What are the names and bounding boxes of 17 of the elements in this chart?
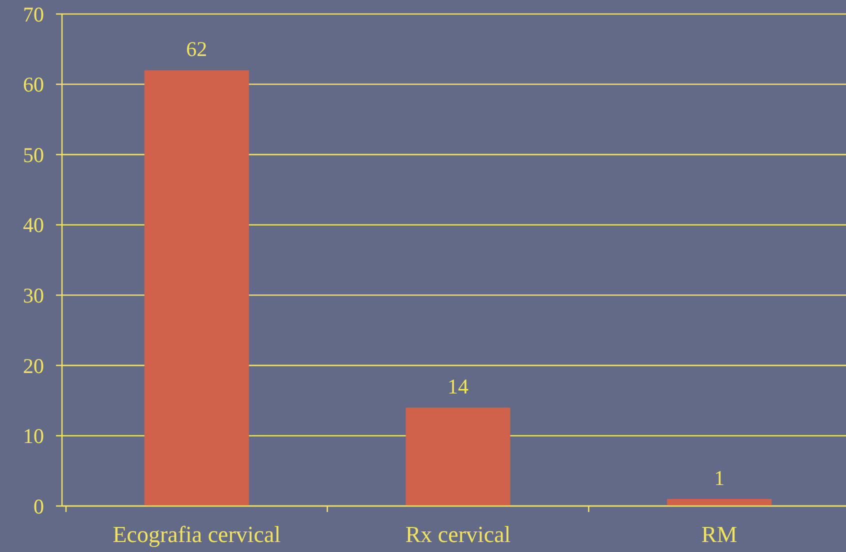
- data-label: 1: [714, 466, 725, 490]
- data-label: 14: [448, 374, 469, 399]
- x-tick-label: Rx cervical: [405, 522, 511, 547]
- y-tick-label: 10: [23, 424, 44, 448]
- y-tick-label: 50: [23, 142, 44, 167]
- y-tick-label: 30: [23, 283, 44, 308]
- data-label: 62: [186, 37, 208, 62]
- y-tick-label: 40: [23, 213, 44, 238]
- y-tick-label: 0: [34, 494, 44, 518]
- x-tick-label: RM: [701, 522, 738, 547]
- y-tick-label: 60: [23, 72, 44, 97]
- bar: [667, 498, 772, 506]
- x-tick-label: Ecografia cervical: [112, 522, 281, 547]
- bar: [406, 408, 510, 506]
- y-tick-label: 20: [23, 354, 44, 378]
- y-tick-label: 70: [23, 2, 44, 26]
- bar: [144, 70, 249, 506]
